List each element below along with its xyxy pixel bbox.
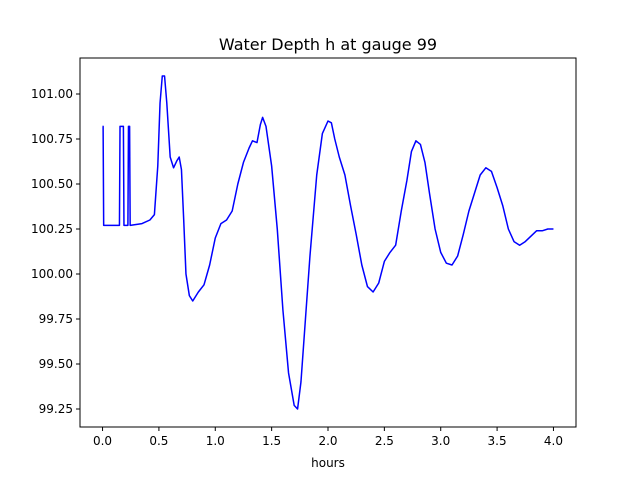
x-tick-label: 1.0 xyxy=(206,434,225,448)
y-tick-label: 99.75 xyxy=(39,312,73,326)
x-tick-label: 3.5 xyxy=(488,434,507,448)
x-tick-label: 3.0 xyxy=(431,434,450,448)
y-tick-label: 100.25 xyxy=(31,222,73,236)
y-tick-label: 100.75 xyxy=(31,132,73,146)
y-tick-label: 99.25 xyxy=(39,402,73,416)
x-tick-label: 2.0 xyxy=(318,434,337,448)
x-tick-label: 1.5 xyxy=(262,434,281,448)
chart-title: Water Depth h at gauge 99 xyxy=(219,35,437,54)
y-tick-label: 100.50 xyxy=(31,177,73,191)
series-line xyxy=(102,75,554,410)
y-axis: 99.25 99.50 99.75 100.00 100.25 100.50 100.75 1… xyxy=(31,87,80,416)
x-axis: 0.0 0.5 1.0 1.5 2.0 2.5 3.0 3.5 4.0 xyxy=(93,427,563,448)
x-tick-label: 0.0 xyxy=(93,434,112,448)
x-axis-label: hours xyxy=(311,456,345,470)
y-tick-label: 99.50 xyxy=(39,357,73,371)
y-tick-label: 101.00 xyxy=(31,87,73,101)
y-tick-label: 100.00 xyxy=(31,267,73,281)
x-tick-label: 4.0 xyxy=(544,434,563,448)
x-tick-label: 0.5 xyxy=(149,434,168,448)
x-tick-label: 2.5 xyxy=(375,434,394,448)
